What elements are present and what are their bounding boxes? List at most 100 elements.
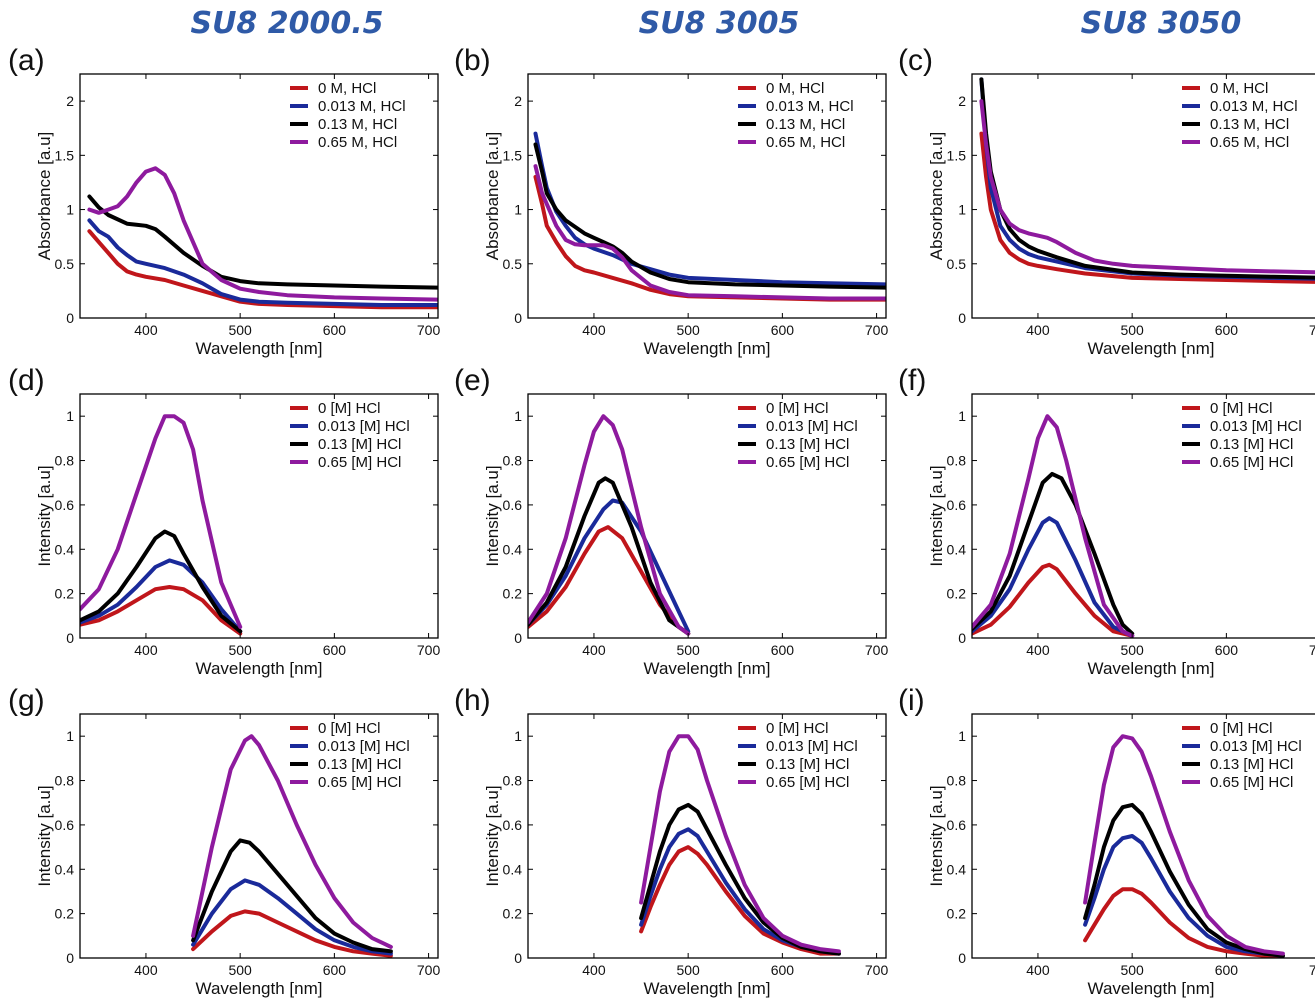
legend-label-p4-4: 0.65 [M] HCl [318, 454, 401, 471]
legend-label-p9-2: 0.013 [M] HCl [1210, 738, 1302, 755]
y-tick-label-p5-0.4: 0.4 [503, 541, 523, 557]
series-line-p5-2 [528, 498, 691, 634]
x-tick-label-p4-500: 500 [228, 642, 252, 658]
y-tick-label-p9-0.4: 0.4 [947, 861, 967, 877]
x-tick-label-p8-600: 600 [771, 962, 795, 978]
x-tick-label-p5-400: 400 [582, 642, 606, 658]
chart-panel-7: 400 500 600 700 0 0.2 0.4 0.6 0.8 1 Wavelength [nm… [35, 713, 441, 998]
x-tick-label-p5-600: 600 [771, 642, 795, 658]
series-line-p3-4 [979, 99, 1315, 275]
panel-label-i: (i) [898, 684, 925, 717]
legend-label-p5-4: 0.65 [M] HCl [766, 454, 849, 471]
series-line-p9-1 [1083, 887, 1285, 958]
y-tick-label-p6-1: 1 [958, 408, 966, 424]
y-axis-label-p8: Intensity [a.u] [483, 785, 502, 886]
legend-label-p8-2: 0.013 [M] HCl [766, 738, 858, 755]
series-line-p6-2 [972, 516, 1135, 638]
x-tick-label-p6-600: 600 [1215, 642, 1239, 658]
series-line-p4-1 [80, 585, 243, 636]
panel-label-f: (f) [898, 364, 927, 397]
series-line-p3-1 [979, 131, 1315, 284]
series-line-p2-3 [533, 142, 886, 290]
y-tick-label-p1-0: 0 [66, 310, 74, 326]
x-tick-label-p2-700: 700 [865, 322, 889, 338]
x-tick-label-p5-700: 700 [865, 642, 889, 658]
series-line-p9-3 [1083, 802, 1285, 958]
y-tick-label-p6-0: 0 [958, 630, 966, 646]
x-tick-label-p8-500: 500 [676, 962, 700, 978]
chart-panel-5: 400 500 600 700 0 0.2 0.4 0.6 0.8 1 Wavelength [nm… [483, 393, 889, 678]
legend-label-p6-2: 0.013 [M] HCl [1210, 418, 1302, 435]
column-title-3: SU8 3050 [1080, 6, 1242, 41]
series-line-p8-1 [639, 845, 841, 956]
series-line-p6-3 [972, 471, 1135, 636]
y-tick-label-p7-0.6: 0.6 [55, 817, 75, 833]
y-tick-label-p4-0.6: 0.6 [55, 497, 75, 513]
legend-label-p9-3: 0.13 [M] HCl [1210, 756, 1293, 773]
plot-frame-p8 [527, 713, 887, 959]
x-tick-label-p5-500: 500 [676, 642, 700, 658]
legend-label-p6-3: 0.13 [M] HCl [1210, 436, 1293, 453]
legend-label-p5-3: 0.13 [M] HCl [766, 436, 849, 453]
y-tick-label-p4-0.4: 0.4 [55, 541, 75, 557]
y-tick-label-p2-0: 0 [514, 310, 522, 326]
y-tick-label-p3-0.5: 0.5 [947, 256, 967, 272]
x-tick-label-p9-600: 600 [1215, 962, 1239, 978]
y-tick-label-p5-0.6: 0.6 [503, 497, 523, 513]
legend-label-p1-4: 0.65 M, HCl [318, 134, 397, 151]
chart-panel-3: 400 500 600 700 0 0.5 1 1.5 2 Wavelength [nm] Abso… [927, 73, 1315, 358]
legend-label-p8-3: 0.13 [M] HCl [766, 756, 849, 773]
y-axis-label-p7: Intensity [a.u] [35, 785, 54, 886]
y-tick-label-p6-0.4: 0.4 [947, 541, 967, 557]
legend-label-p3-1: 0 M, HCl [1210, 80, 1268, 97]
y-tick-label-p9-0.6: 0.6 [947, 817, 967, 833]
y-tick-label-p4-1: 1 [66, 408, 74, 424]
legend-label-p5-2: 0.013 [M] HCl [766, 418, 858, 435]
y-axis-label-p2: Absorbance [a.u] [483, 132, 502, 261]
x-tick-label-p4-600: 600 [323, 642, 347, 658]
chart-panel-9: 400 500 600 700 0 0.2 0.4 0.6 0.8 1 Wavelength [nm… [927, 713, 1315, 998]
y-tick-label-p2-0.5: 0.5 [503, 256, 523, 272]
series-line-p4-2 [80, 558, 243, 634]
x-tick-label-p1-700: 700 [417, 322, 441, 338]
y-tick-label-p3-2: 2 [958, 93, 966, 109]
series-line-p2-1 [533, 175, 886, 302]
x-axis-label-p2: Wavelength [nm] [644, 339, 771, 358]
x-tick-label-p9-500: 500 [1120, 962, 1144, 978]
panel-label-e: (e) [454, 364, 491, 397]
panel-label-b: (b) [454, 44, 491, 77]
x-tick-label-p6-400: 400 [1026, 642, 1050, 658]
y-tick-label-p2-1: 1 [514, 202, 522, 218]
series-line-p1-1 [87, 229, 438, 310]
plot-frame-p1 [79, 73, 439, 319]
y-axis-label-p5: Intensity [a.u] [483, 465, 502, 566]
legend-label-p9-1: 0 [M] HCl [1210, 720, 1273, 737]
legend-label-p6-1: 0 [M] HCl [1210, 400, 1273, 417]
y-axis-label-p1: Absorbance [a.u] [35, 132, 54, 261]
series-line-p4-4 [80, 414, 243, 629]
plot-frame-p3 [971, 73, 1315, 319]
chart-panel-4: 400 500 600 700 0 0.2 0.4 0.6 0.8 1 Wavelength [nm… [35, 393, 440, 678]
x-axis-label-p5: Wavelength [nm] [644, 659, 771, 678]
series-line-p7-1 [191, 909, 393, 958]
x-tick-label-p3-700: 700 [1309, 322, 1315, 338]
legend-label-p7-1: 0 [M] HCl [318, 720, 381, 737]
y-tick-label-p5-0.2: 0.2 [503, 586, 523, 602]
x-tick-label-p8-400: 400 [582, 962, 606, 978]
legend-label-p4-2: 0.013 [M] HCl [318, 418, 410, 435]
series-line-p1-2 [87, 218, 438, 307]
legend-label-p1-2: 0.013 M, HCl [318, 98, 406, 115]
x-axis-label-p3: Wavelength [nm] [1088, 339, 1215, 358]
series-line-p9-2 [1083, 834, 1285, 958]
y-tick-label-p8-0.6: 0.6 [503, 817, 523, 833]
x-tick-label-p9-700: 700 [1309, 962, 1315, 978]
y-tick-label-p2-2: 2 [514, 93, 522, 109]
y-tick-label-p9-0.8: 0.8 [947, 773, 967, 789]
chart-panel-8: 400 500 600 700 0 0.2 0.4 0.6 0.8 1 Wavelength [nm… [483, 713, 888, 998]
series-line-p7-3 [191, 838, 393, 954]
x-tick-label-p2-600: 600 [771, 322, 795, 338]
y-tick-label-p3-1: 1 [958, 202, 966, 218]
x-tick-label-p7-700: 700 [417, 962, 441, 978]
series-line-p4-3 [80, 529, 243, 634]
